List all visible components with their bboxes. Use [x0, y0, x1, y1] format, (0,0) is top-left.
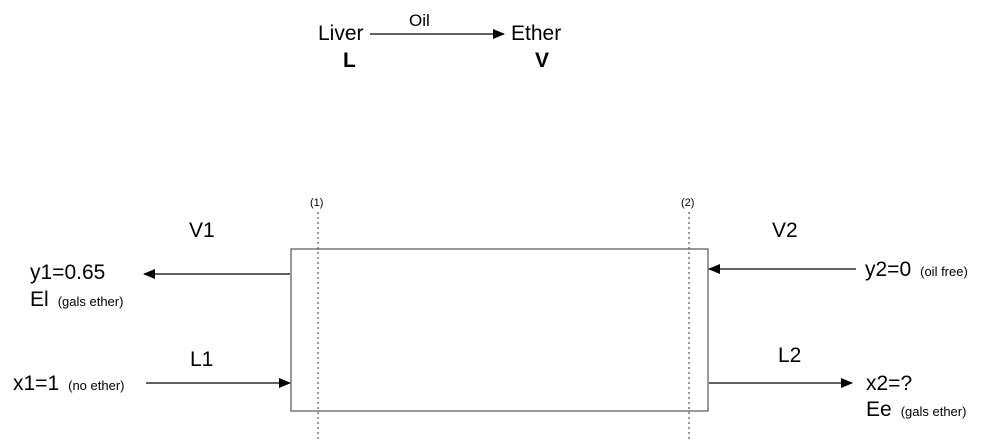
x2-value: x2=?	[866, 372, 912, 395]
extractor-box	[290, 248, 709, 412]
x2-annotation: x2=?	[866, 372, 912, 395]
y1-annotation: y1=0.65	[30, 261, 105, 284]
ee-note: (gals ether)	[901, 404, 967, 419]
y2-value: y2=0	[865, 258, 911, 281]
x1-value: x1=1	[13, 372, 59, 395]
y2-annotation: y2=0 (oil free)	[865, 258, 968, 281]
el-annotation: El (gals ether)	[30, 288, 123, 311]
stream-l2-label: L2	[778, 344, 801, 367]
x1-annotation: x1=1 (no ether)	[13, 372, 125, 395]
ether-label: Ether	[511, 22, 561, 45]
liver-symbol: L	[343, 49, 356, 72]
stream-l1-label: L1	[190, 348, 213, 371]
y1-value: y1=0.65	[30, 261, 105, 284]
x1-note: (no ether)	[68, 378, 124, 393]
section-1-marker: (1)	[310, 197, 323, 209]
ether-symbol: V	[535, 49, 549, 72]
y2-note: (oil free)	[920, 264, 968, 279]
ee-annotation: Ee (gals ether)	[866, 398, 966, 421]
stream-v1-label: V1	[189, 219, 215, 242]
section-2-marker: (2)	[681, 197, 694, 209]
liver-label: Liver	[318, 22, 364, 45]
ee-label: Ee	[866, 398, 892, 421]
oil-label: Oil	[409, 11, 430, 30]
el-label: El	[30, 288, 49, 311]
stream-v2-label: V2	[772, 219, 798, 242]
el-note: (gals ether)	[58, 294, 124, 309]
